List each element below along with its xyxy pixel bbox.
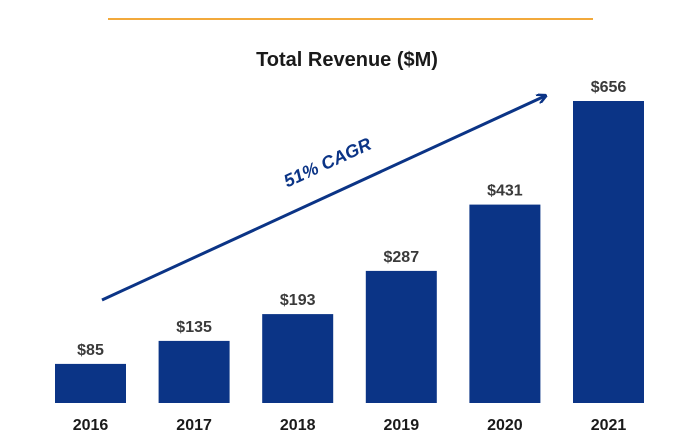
x-tick-2017: 2017 [176, 417, 212, 434]
value-label-2018: $193 [280, 292, 316, 309]
cagr-arrow [101, 96, 545, 302]
value-label-2020: $431 [487, 183, 523, 200]
bars-group [55, 101, 644, 403]
x-tick-2018: 2018 [280, 417, 316, 434]
bar-2017 [158, 340, 230, 403]
value-label-2021: $656 [591, 79, 627, 96]
bar-2019 [365, 270, 437, 403]
x-tick-2016: 2016 [73, 417, 109, 434]
bar-2016 [55, 363, 126, 403]
value-label-2016: $85 [77, 342, 104, 359]
bar-2018 [262, 314, 334, 403]
value-label-2019: $287 [384, 249, 420, 266]
x-tick-2020: 2020 [487, 417, 523, 434]
value-labels-group: $85 $135 $193 $287 $431 $656 [77, 79, 626, 359]
bar-2021 [573, 101, 644, 403]
value-label-2017: $135 [176, 319, 212, 336]
bar-2020 [469, 204, 541, 403]
x-tick-2021: 2021 [591, 417, 627, 434]
x-tick-2019: 2019 [384, 417, 420, 434]
chart-title: Total Revenue ($M) [256, 49, 438, 71]
x-axis-tick-labels: 2016 2017 2018 2019 2020 2021 [73, 417, 627, 434]
